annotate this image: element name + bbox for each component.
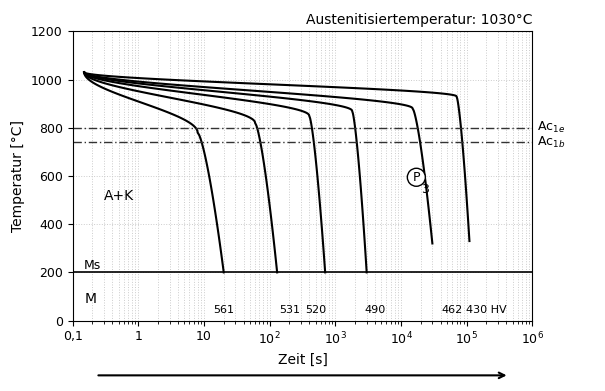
- Text: Ac$_{1b}$: Ac$_{1b}$: [537, 135, 565, 150]
- Text: Ac$_{1e}$: Ac$_{1e}$: [537, 120, 565, 135]
- X-axis label: Zeit [s]: Zeit [s]: [278, 353, 327, 366]
- Text: P: P: [413, 171, 420, 184]
- Text: 520: 520: [305, 305, 326, 316]
- Text: 430 HV: 430 HV: [466, 305, 507, 316]
- Text: 531: 531: [279, 305, 300, 316]
- Text: 561: 561: [213, 305, 234, 316]
- Text: 462: 462: [442, 305, 463, 316]
- Text: 490: 490: [364, 305, 385, 316]
- Text: M: M: [84, 292, 96, 305]
- Text: 3: 3: [421, 183, 429, 196]
- Text: Ms: Ms: [84, 259, 102, 272]
- Text: A+K: A+K: [104, 189, 134, 203]
- Y-axis label: Temperatur [°C]: Temperatur [°C]: [11, 120, 25, 232]
- Text: Austenitisiertemperatur: 1030°C: Austenitisiertemperatur: 1030°C: [306, 13, 532, 27]
